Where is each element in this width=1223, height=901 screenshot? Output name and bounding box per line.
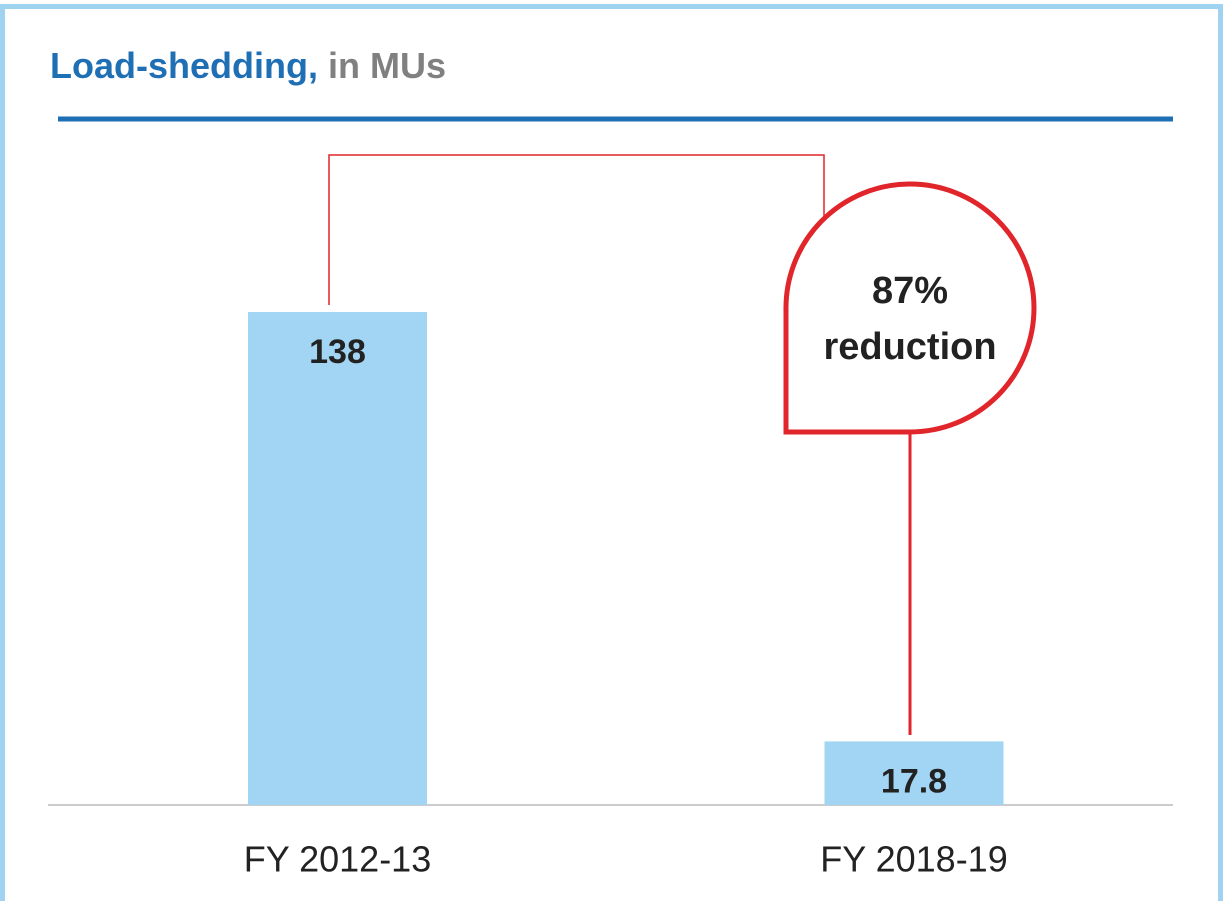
bracket — [328, 154, 825, 305]
title-unit: in MUs — [328, 45, 446, 86]
title-main: Load-shedding, — [50, 45, 318, 86]
annotation-line: reduction — [823, 326, 996, 368]
data-label: 138 — [309, 333, 366, 371]
bar — [248, 312, 427, 805]
frame — [0, 4, 1223, 901]
x-tick-label: FY 2018-19 — [820, 839, 1007, 880]
x-tick-label: FY 2012-13 — [244, 839, 431, 880]
annotation-line: 87% — [872, 270, 948, 312]
bar — [824, 741, 1004, 805]
chart-title: Load-shedding, in MUs — [50, 45, 446, 86]
data-label: 17.8 — [881, 762, 947, 800]
callout-bubble — [783, 181, 1037, 435]
